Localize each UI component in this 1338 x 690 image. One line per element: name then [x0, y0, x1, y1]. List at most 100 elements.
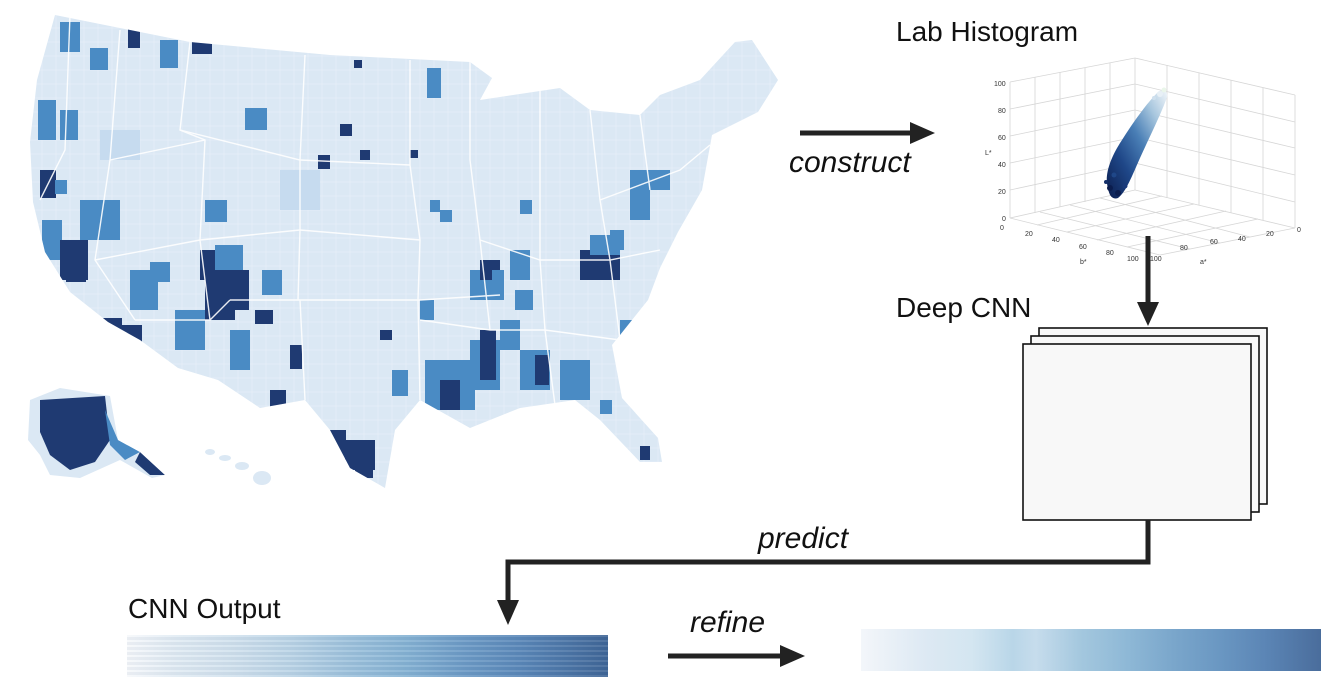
b-tick: 80 — [1106, 250, 1114, 257]
county-patch — [625, 338, 641, 358]
county-patch — [318, 155, 330, 169]
b-tick: 60 — [1079, 244, 1087, 251]
state-borders — [39, 15, 711, 406]
predict-arrow-shaft — [505, 520, 1151, 605]
county-patch — [100, 318, 122, 332]
county-patch — [255, 310, 273, 324]
county-patch — [42, 220, 62, 260]
b-axis-label: b* — [1080, 259, 1087, 266]
county-patch — [225, 270, 249, 310]
l-tick: 80 — [998, 108, 1006, 115]
lab-histogram-plot: 100 80 60 40 20 0 L* 0 20 40 60 80 100 b… — [985, 57, 1301, 266]
alaska-panhandle — [135, 452, 165, 475]
county-patch — [560, 360, 590, 400]
county-patch — [440, 380, 460, 410]
cnn-output-title: CNN Output — [128, 593, 281, 624]
county-patch — [354, 60, 362, 68]
b-tick: 0 — [1000, 225, 1004, 232]
county-patch — [420, 300, 434, 320]
county-patch — [492, 270, 504, 300]
alaska-dark-region — [40, 396, 110, 470]
a-tick: 80 — [1180, 245, 1188, 252]
county-patch — [80, 200, 120, 240]
a-tick: 0 — [1297, 227, 1301, 234]
county-patch — [160, 40, 178, 68]
county-patch — [215, 245, 243, 270]
county-patch — [270, 390, 286, 418]
county-patch — [380, 330, 392, 340]
cnn-output-colormap — [127, 635, 608, 677]
county-patch — [38, 100, 56, 140]
county-patch — [360, 150, 370, 160]
a-axis-label: a* — [1200, 259, 1207, 266]
county-patch — [150, 262, 170, 282]
construct-label: construct — [789, 146, 911, 179]
l-axis-label: L* — [985, 150, 992, 157]
cnn-layer-front — [1022, 343, 1252, 521]
refined-colormap — [861, 629, 1321, 671]
l-tick: 60 — [998, 135, 1006, 142]
refine-arrow-head — [780, 645, 805, 667]
predict-arrow-head — [497, 600, 519, 625]
l-tick: 100 — [994, 81, 1006, 88]
b-tick: 40 — [1052, 237, 1060, 244]
histogram-point-cloud — [1104, 87, 1168, 199]
county-patch — [340, 124, 352, 136]
county-patch — [330, 430, 346, 460]
county-patch — [510, 250, 530, 280]
county-patch — [520, 200, 532, 214]
county-patch — [620, 320, 648, 350]
county-patch — [66, 262, 86, 282]
county-patch — [610, 230, 624, 250]
county-patch — [430, 200, 440, 212]
l-tick: 40 — [998, 162, 1006, 169]
county-patch — [122, 325, 142, 347]
county-patch — [630, 170, 650, 220]
histogram-ticks: 100 80 60 40 20 0 L* 0 20 40 60 80 100 b… — [985, 81, 1301, 266]
a-tick: 40 — [1238, 236, 1246, 243]
us-county-map — [28, 15, 778, 488]
county-patch — [392, 370, 408, 396]
l-tick: 20 — [998, 189, 1006, 196]
histogram-grid — [1009, 57, 1296, 256]
county-patch — [405, 430, 415, 440]
county-patch — [500, 320, 520, 350]
county-patch — [440, 210, 452, 222]
l-tick: 0 — [1002, 216, 1006, 223]
b-tick: 20 — [1025, 231, 1033, 238]
refine-label: refine — [690, 606, 766, 639]
deep-cnn-stack — [1022, 327, 1268, 521]
hawaii-islands — [205, 449, 271, 485]
alaska-mid-region — [105, 410, 140, 460]
county-patch — [262, 270, 282, 295]
county-patch — [90, 48, 108, 70]
county-patch — [600, 400, 612, 414]
county-patch — [60, 22, 80, 52]
county-patch — [515, 290, 533, 310]
construct-arrow-head — [910, 122, 935, 144]
county-patch — [290, 345, 302, 369]
county-patch — [192, 40, 212, 54]
county-patch — [60, 110, 78, 140]
a-tick: 60 — [1210, 239, 1218, 246]
county-patch — [480, 330, 496, 380]
county-grid — [30, 15, 778, 488]
county-patch — [535, 355, 549, 385]
arrow-heads — [497, 122, 1159, 667]
county-patch — [175, 310, 205, 350]
a-tick: 20 — [1266, 231, 1274, 238]
county-patch — [128, 28, 140, 48]
flow-arrows — [505, 130, 1151, 659]
lab-histogram-title: Lab Histogram — [896, 16, 1079, 47]
county-patch — [410, 150, 418, 158]
county-patch — [230, 330, 250, 370]
predict-label: predict — [758, 522, 849, 555]
county-patch — [640, 446, 650, 460]
county-patch — [205, 200, 227, 222]
county-patch — [245, 108, 267, 130]
county-patch — [427, 68, 441, 98]
cnn-input-arrow-head — [1137, 302, 1159, 326]
county-patch — [55, 180, 67, 194]
